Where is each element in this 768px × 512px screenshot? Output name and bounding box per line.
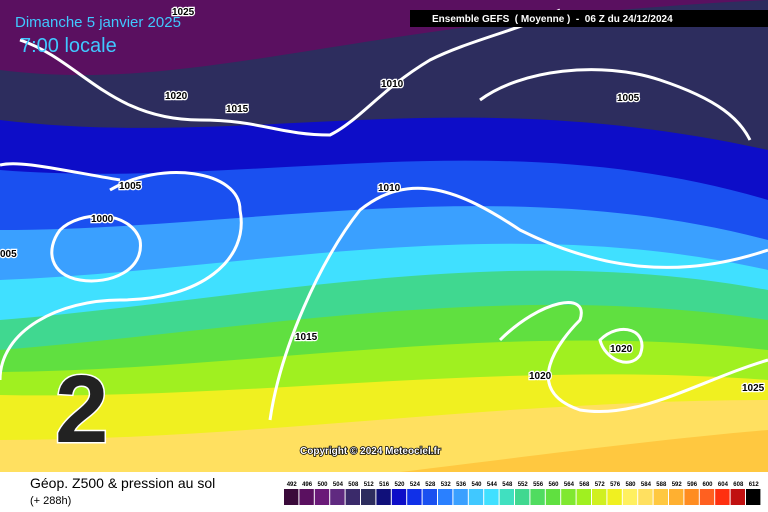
colorbar-label: 508 [348, 482, 359, 488]
colorbar-swatch [669, 489, 684, 505]
colorbar-swatch [468, 489, 484, 505]
isobar [0, 162, 121, 182]
isobar [0, 171, 243, 381]
isobar [50, 214, 142, 283]
isobar-label: 1015 [295, 332, 318, 343]
colorbar-swatch [284, 489, 299, 505]
colorbar-label: 492 [287, 482, 298, 488]
colorbar-label: 500 [317, 482, 328, 488]
colorbar-swatch [746, 489, 761, 505]
isobar-label: 1020 [529, 371, 552, 382]
colorbar-label: 516 [379, 482, 390, 488]
colorbar-swatch [592, 489, 607, 505]
colorbar-swatch [561, 489, 576, 505]
colorbar-label: 528 [425, 482, 436, 488]
isobar-label: 1010 [381, 79, 404, 90]
isobar [498, 301, 768, 413]
isobar-label: 1005 [617, 93, 640, 104]
colorbar-label: 512 [364, 482, 375, 488]
colorbar-label: 504 [333, 482, 344, 488]
colorbar-label: 600 [702, 482, 713, 488]
colorbar-swatch [699, 489, 715, 505]
colorbar-label: 584 [641, 482, 652, 488]
colorbar-label: 596 [687, 482, 698, 488]
footer-title: Géop. Z500 & pression au sol [30, 475, 215, 491]
footer-lead: (+ 288h) [30, 495, 71, 507]
colorbar-label: 524 [410, 482, 421, 488]
band [400, 430, 768, 472]
colorbar-label: 604 [718, 482, 729, 488]
colorbar-label: 532 [441, 482, 452, 488]
colorbar-label: 548 [502, 482, 513, 488]
colorbar-label: 556 [533, 482, 544, 488]
colorbar-swatch [653, 489, 668, 505]
run-banner [410, 10, 768, 27]
isobar-label: 1015 [226, 104, 249, 115]
colorbar-label: 592 [672, 482, 683, 488]
isobar-label: 1010 [378, 183, 401, 194]
colorbar-swatch [422, 489, 437, 505]
colorbar-swatch [545, 489, 561, 505]
colorbar-swatch [407, 489, 422, 505]
lead-digit: 2 [55, 356, 108, 463]
colorbar-label: 552 [518, 482, 529, 488]
isobar-label: 1025 [172, 7, 195, 18]
colorbar-swatch [576, 489, 591, 505]
colorbar-label: 612 [749, 482, 760, 488]
colorbar-swatch [530, 489, 545, 505]
colorbar-label: 568 [579, 482, 590, 488]
colorbar-swatch [715, 489, 730, 505]
colorbar-swatch [684, 489, 699, 505]
colorbar-swatch [345, 489, 360, 505]
isobar-label: 1005 [119, 181, 142, 192]
colorbar-swatch [484, 489, 499, 505]
isobar-label: 1020 [610, 344, 633, 355]
colorbar-swatch [499, 489, 514, 505]
colorbar-swatch [314, 489, 330, 505]
colorbar-swatch [453, 489, 468, 505]
colorbar-label: 544 [487, 482, 498, 488]
isobar [268, 186, 768, 421]
isobar [479, 68, 752, 141]
isobars [0, 8, 768, 421]
run-info: Ensemble GEFS ( Moyenne ) - 06 Z du 24/1… [432, 14, 673, 25]
colorbar-swatch [391, 489, 407, 505]
colorbar-label: 564 [564, 482, 575, 488]
time: 7:00 locale [20, 35, 117, 57]
colorbar-label: 572 [595, 482, 606, 488]
colorbar-label: 576 [610, 482, 621, 488]
isobar-label: 005 [0, 249, 17, 260]
colorbar-swatch [730, 489, 745, 505]
colorbar-swatch [361, 489, 376, 505]
colorbar-swatch [376, 489, 391, 505]
colorbar-swatch [607, 489, 622, 505]
colorbar-label: 540 [471, 482, 482, 488]
colorbar-swatch [515, 489, 530, 505]
isobar [598, 327, 644, 364]
isobar-label: 1020 [165, 91, 188, 102]
colorbar-swatch [438, 489, 453, 505]
colorbar-label: 580 [625, 482, 636, 488]
date: Dimanche 5 janvier 2025 [15, 14, 181, 31]
colorbar-swatch [299, 489, 314, 505]
colorbar-label: 588 [656, 482, 667, 488]
colorbar-label: 560 [548, 482, 559, 488]
colorbar-label: 608 [733, 482, 744, 488]
colorbar-label: 536 [456, 482, 467, 488]
colorbar-label: 496 [302, 482, 313, 488]
colorbar-label: 520 [394, 482, 405, 488]
isobar-label: 1000 [91, 214, 114, 225]
colorbar-swatch [330, 489, 345, 505]
colorbar-swatch [622, 489, 638, 505]
isobar-label: 1025 [742, 383, 765, 394]
copyright: Copyright © 2024 Meteociel.fr [300, 446, 441, 457]
isobar [19, 8, 561, 137]
colorbar-swatch [638, 489, 653, 505]
